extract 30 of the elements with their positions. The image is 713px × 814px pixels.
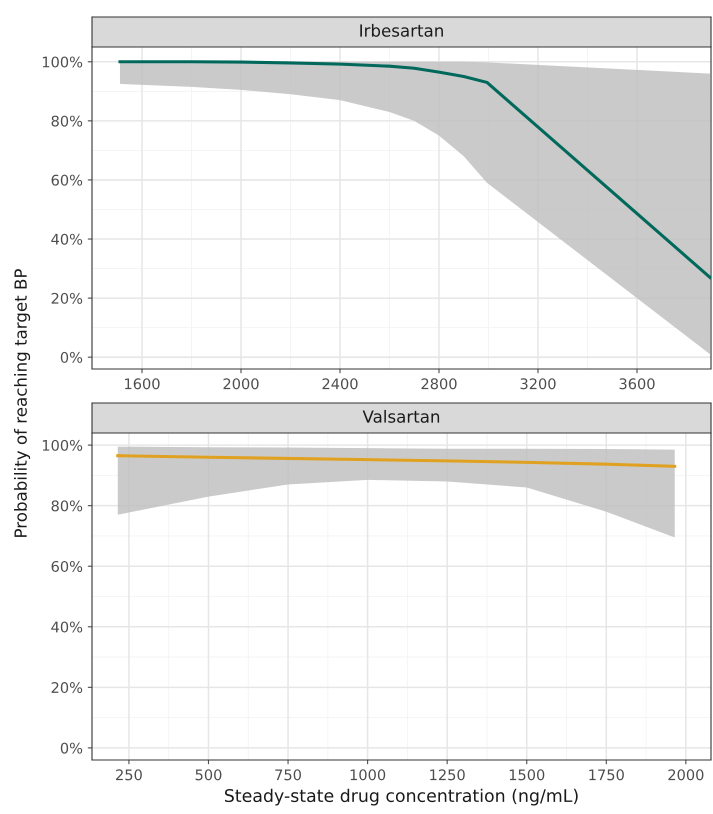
x-tick-label: 2000 bbox=[224, 378, 259, 390]
chart-title: Valsartan bbox=[362, 410, 440, 423]
y-tick-label: 0% bbox=[60, 352, 82, 363]
x-tick-label: 3600 bbox=[620, 378, 655, 390]
y-tick-label: 80% bbox=[52, 500, 82, 512]
y-tick-label: 40% bbox=[51, 234, 82, 245]
y-tick-label: 100% bbox=[42, 440, 82, 451]
x-tick-label: 500 bbox=[196, 769, 222, 780]
x-tick-label: 1250 bbox=[430, 769, 465, 780]
x-axis-title: Steady-state drug concentration (ng/mL) bbox=[224, 788, 578, 806]
y-tick-label: 60% bbox=[52, 560, 82, 572]
x-tick-label: 3200 bbox=[520, 378, 556, 390]
x-tick-label: 1500 bbox=[510, 769, 544, 780]
y-tick-label: 20% bbox=[52, 292, 82, 304]
x-tick-label: 1750 bbox=[589, 769, 624, 780]
x-tick-label: 2400 bbox=[322, 378, 358, 390]
x-tick-label: 2800 bbox=[422, 378, 457, 390]
x-tick-label: 2000 bbox=[668, 769, 704, 780]
chart-title: Irbesartan bbox=[360, 24, 443, 37]
y-tick-label: 100% bbox=[42, 56, 82, 68]
x-tick-label: 250 bbox=[116, 769, 142, 780]
x-tick-label: 1000 bbox=[350, 769, 386, 780]
x-tick-label: 1600 bbox=[125, 378, 160, 390]
y-axis-title: Probability of reaching target BP bbox=[14, 269, 30, 537]
y-tick-label: 40% bbox=[51, 621, 82, 633]
y-tick-label: 0% bbox=[60, 742, 82, 754]
y-tick-label: 60% bbox=[52, 174, 82, 186]
x-tick-label: 750 bbox=[275, 769, 301, 780]
y-tick-label: 80% bbox=[52, 116, 82, 127]
y-tick-label: 20% bbox=[52, 682, 82, 694]
